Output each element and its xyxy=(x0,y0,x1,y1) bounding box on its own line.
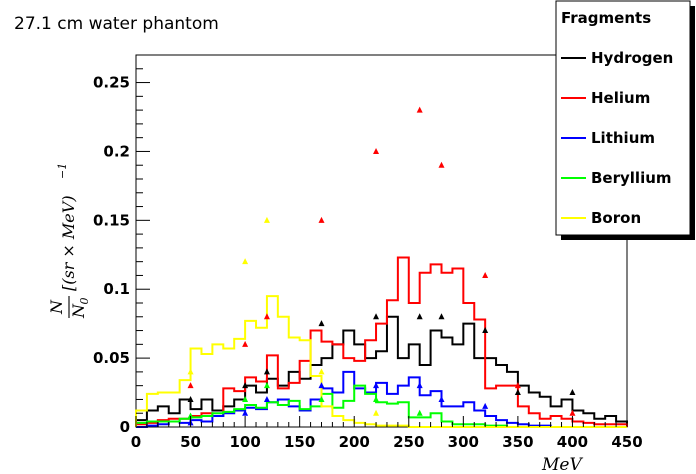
data-point-helium xyxy=(482,271,489,278)
data-point-hydrogen xyxy=(416,313,423,320)
legend: Fragments Hydrogen Helium Lithium Beryllium… xyxy=(555,0,695,240)
y-title-denominator-sub: 0 xyxy=(78,298,91,305)
series-line-beryllium xyxy=(135,384,627,428)
marker-layer xyxy=(187,106,576,426)
x-tick-label: 400 xyxy=(557,433,588,451)
x-tick-label: 0 xyxy=(131,433,141,451)
legend-label-hydrogen: Hydrogen xyxy=(591,49,673,67)
data-point-lithium xyxy=(242,409,249,416)
y-title-numerator: N xyxy=(47,299,66,315)
data-point-hydrogen xyxy=(318,320,325,327)
data-point-boron xyxy=(242,258,249,265)
data-point-helium xyxy=(318,216,325,223)
y-title-denominator: N xyxy=(69,303,88,319)
data-point-hydrogen xyxy=(438,313,445,320)
legend-box xyxy=(555,0,691,236)
legend-label-lithium: Lithium xyxy=(591,129,655,147)
data-point-boron xyxy=(263,216,270,223)
series-line-lithium xyxy=(136,370,627,428)
data-point-hydrogen xyxy=(187,395,194,402)
series-line-hydrogen xyxy=(135,315,628,427)
data-point-hydrogen xyxy=(482,327,489,334)
y-tick-label: 0.05 xyxy=(93,349,130,367)
data-point-helium xyxy=(416,106,423,113)
data-point-boron xyxy=(373,409,380,416)
y-tick-label: 0.2 xyxy=(103,142,130,160)
data-point-beryllium xyxy=(416,409,423,416)
legend-entries: Hydrogen Helium Lithium Beryllium Boron xyxy=(561,49,673,227)
data-point-helium xyxy=(187,382,194,389)
data-point-boron xyxy=(318,368,325,375)
data-point-helium xyxy=(263,313,270,320)
data-point-beryllium xyxy=(187,412,194,419)
y-tick-label: 0.15 xyxy=(93,211,130,229)
legend-label-beryllium: Beryllium xyxy=(591,169,672,187)
data-point-beryllium xyxy=(263,382,270,389)
x-tick-label: 200 xyxy=(339,433,370,451)
data-point-lithium xyxy=(263,395,270,402)
data-point-beryllium xyxy=(373,395,380,402)
legend-label-helium: Helium xyxy=(591,89,650,107)
y-axis-title: N N 0 [(sr × MeV) −1 xyxy=(47,163,91,319)
plot-frame xyxy=(135,54,628,428)
plot-area xyxy=(135,54,628,428)
x-tick-label: 450 xyxy=(611,433,642,451)
chart-title: 27.1 cm water phantom xyxy=(14,14,219,34)
axes-layer: 0 50 100 150 200 250 300 350 400 450 0 0.05 0.1 0.15 0… xyxy=(93,54,643,451)
legend-title: Fragments xyxy=(561,9,651,27)
x-tick-label: 100 xyxy=(229,433,260,451)
data-point-lithium xyxy=(373,382,380,389)
y-tick-label: 0.1 xyxy=(103,280,130,298)
x-axis-title: MeV xyxy=(541,455,583,474)
data-point-hydrogen xyxy=(263,368,270,375)
data-point-lithium xyxy=(482,402,489,409)
x-tick-label: 150 xyxy=(284,433,315,451)
y-tick-label: 0.25 xyxy=(93,74,130,92)
x-tick-label: 350 xyxy=(502,433,533,451)
data-point-helium xyxy=(242,340,249,347)
y-tick-label: 0 xyxy=(120,418,130,436)
y-title-unit-power: −1 xyxy=(56,163,69,179)
data-point-lithium xyxy=(318,382,325,389)
data-point-helium xyxy=(569,409,576,416)
y-title-unit: [(sr × MeV) xyxy=(59,195,78,291)
data-point-helium xyxy=(373,147,380,154)
data-point-boron xyxy=(187,368,194,375)
data-point-hydrogen xyxy=(242,382,249,389)
x-tick-label: 250 xyxy=(393,433,424,451)
data-point-hydrogen xyxy=(373,313,380,320)
x-tick-label: 50 xyxy=(180,433,201,451)
series-line-boron xyxy=(135,295,627,428)
data-point-beryllium xyxy=(318,395,325,402)
data-point-lithium xyxy=(416,382,423,389)
data-point-hydrogen xyxy=(514,389,521,396)
data-point-lithium xyxy=(438,395,445,402)
series-layer xyxy=(135,256,628,428)
data-point-hydrogen xyxy=(569,389,576,396)
data-point-helium xyxy=(438,161,445,168)
x-tick-label: 300 xyxy=(448,433,479,451)
data-point-beryllium xyxy=(242,395,249,402)
data-point-helium xyxy=(514,382,521,389)
legend-label-boron: Boron xyxy=(591,209,641,227)
